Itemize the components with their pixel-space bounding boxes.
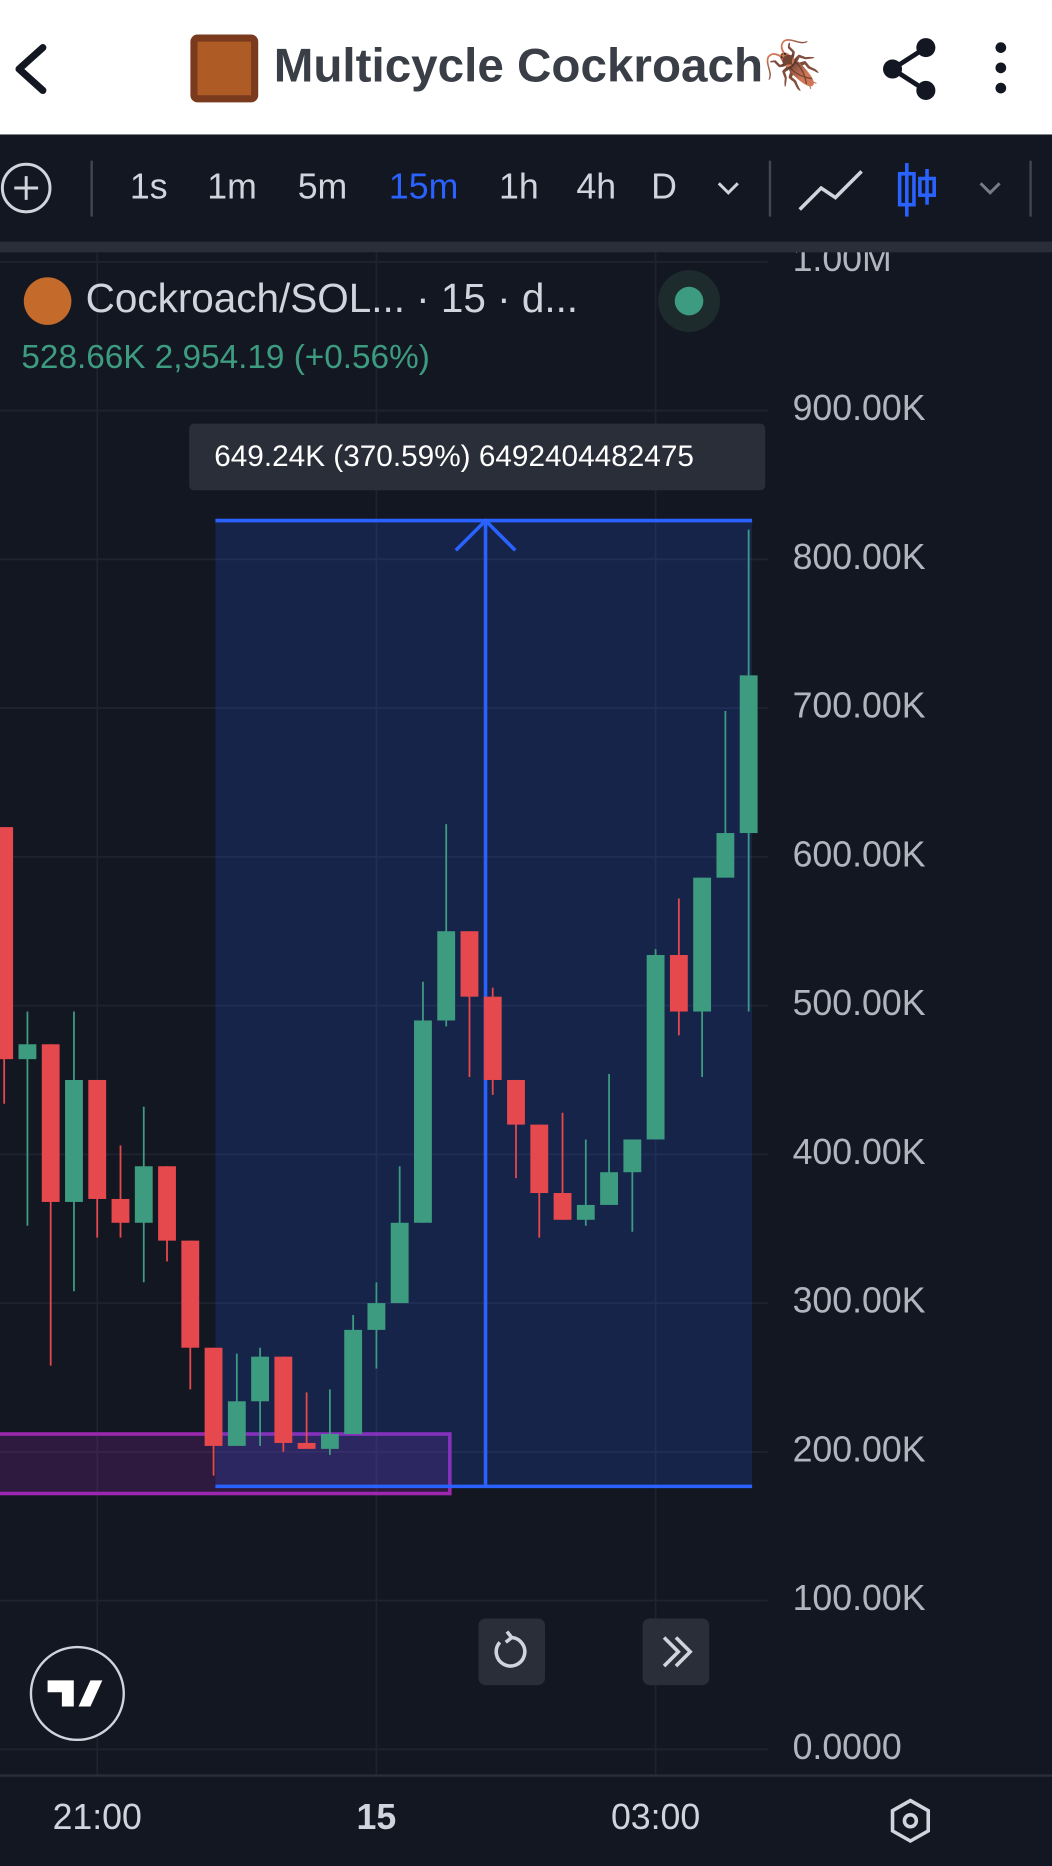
back-button[interactable] [15,44,47,95]
y-tick-label: 400.00K [793,1132,926,1172]
candle-body [158,1166,176,1241]
y-tick-label: 800.00K [793,537,926,577]
title: Multicycle Cockroach🪳 [274,35,823,93]
candle-body [111,1198,130,1223]
candle-body [65,1079,83,1202]
interval-option[interactable]: 1m [207,167,257,207]
time-axis-bg [0,1775,1052,1866]
y-tick-label: 700.00K [793,686,926,726]
toolbar-divider [0,241,1052,253]
y-tick-label: 100.00K [793,1578,926,1618]
y-tick-label: 0.0000 [793,1727,902,1767]
candle-body [576,1204,595,1220]
x-tick-label: 21:00 [53,1797,142,1837]
share-button[interactable] [883,38,936,100]
y-tick-label: 300.00K [793,1281,926,1321]
candle-body [18,1044,37,1060]
interval-option[interactable]: 5m [298,167,348,207]
add-icon [14,176,39,200]
candle-body [41,1044,60,1202]
y-tick-label: 200.00K [793,1429,926,1469]
y-tick-label: 600.00K [793,834,926,874]
candle-body [600,1172,618,1205]
time-axis: 21:00 15 03:00 [0,1774,1052,1866]
header: Multicycle Cockroach🪳 [0,0,1052,135]
measure-tooltip-bg [189,423,766,491]
reset-button[interactable] [478,1618,546,1686]
y-tick-label: 500.00K [793,983,926,1023]
candle-body [274,1356,293,1443]
x-tick-label: 15 [357,1797,397,1837]
legend-avatar [23,277,72,325]
price-zone [0,1432,452,1496]
chart-controls [29,1618,710,1742]
candle-body [507,1079,525,1125]
toolbar-bg [0,134,1052,244]
candle-body [716,833,735,878]
logo-mark [47,1680,103,1707]
x-tick-label: 03:00 [611,1797,700,1837]
reset-icon [494,1630,527,1668]
candle-body [646,955,665,1140]
scroll-right-icon [662,1636,693,1668]
time-labels: 21:00 15 03:00 [53,1797,701,1837]
interval-option[interactable]: 1h [499,167,539,207]
y-tick-label: 900.00K [793,388,926,428]
candle-body [460,931,479,997]
candle-body [553,1193,572,1220]
candle-body [437,931,456,1021]
candle-body [320,1434,339,1449]
token-avatar-art [197,41,252,96]
legend-symbol: Cockroach/SOL... · 15 · d... [86,275,578,321]
candle-body [134,1166,153,1223]
candle-body [623,1139,642,1173]
candle-body [367,1303,386,1330]
candle-body [227,1401,246,1446]
menu-button[interactable] [995,42,1007,94]
candle-body [530,1124,549,1194]
header-bg [0,0,1052,135]
chart-type-menu[interactable] [979,182,1001,195]
candle-body [739,675,758,834]
candle-body [88,1079,107,1199]
measure-tooltip: 649.24K (370.59%) 6492404482475 [214,440,694,473]
toolbar: 1s 1m 5m 15m 1h 4h D [0,134,1052,253]
candle-body [204,1347,223,1446]
chart: 0.0000 100.00K 200.00K 300.00K 400.00K 500.00… [0,239,926,1776]
interval-option[interactable]: 1s [130,167,168,207]
candle-body [181,1240,200,1348]
status-dot [674,286,704,316]
settings-button[interactable] [890,1798,931,1844]
interval-option[interactable]: 4h [576,167,616,207]
candle-body [483,996,502,1080]
interval-option[interactable]: 15m [389,167,458,207]
candle-body [693,877,712,1012]
more-intervals[interactable] [717,182,739,195]
candle-body [297,1442,316,1449]
candle-body [0,827,14,1060]
add-button[interactable] [0,162,52,214]
candle-body [390,1222,409,1304]
measure-arrowhead [454,518,517,552]
line-chart-icon[interactable] [798,170,863,211]
interval-option[interactable]: D [651,167,677,207]
candle-body [251,1356,270,1402]
candle-chart-icon[interactable] [897,163,936,217]
candle-body [669,955,688,1012]
interval-list: 1s 1m 5m 15m 1h 4h D [130,167,677,207]
candle-body [344,1329,363,1435]
candle-body [414,1020,432,1223]
legend: Cockroach/SOL... · 15 · d... 528.66K 2,9… [21,270,720,376]
legend-values: 528.66K 2,954.19 (+0.56%) [21,339,429,376]
settings-icon [902,1813,919,1829]
tradingview-logo[interactable] [29,1645,125,1742]
